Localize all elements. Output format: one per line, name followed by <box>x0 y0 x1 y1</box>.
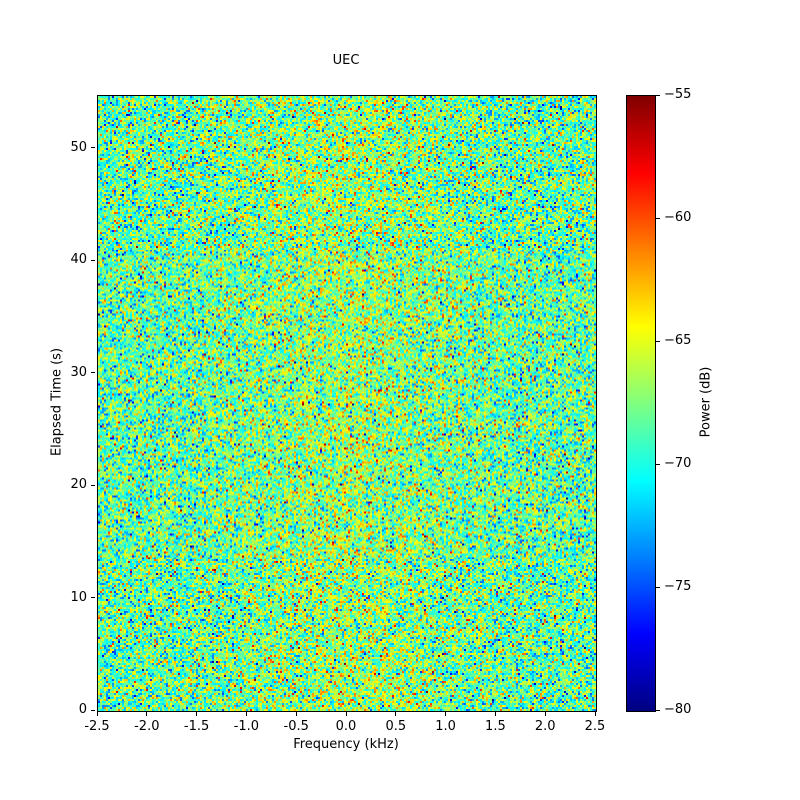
colorbar <box>626 95 656 712</box>
y-axis-label: Elapsed Time (s) <box>50 348 65 456</box>
x-tick-mark <box>246 712 247 716</box>
x-tick-mark <box>395 712 396 716</box>
spectrogram-plot <box>97 95 597 712</box>
x-tick-mark <box>595 712 596 716</box>
x-tick-mark <box>346 712 347 716</box>
colorbar-tick-mark <box>656 587 660 588</box>
x-tick-label: 2.0 <box>535 719 556 734</box>
x-tick-label: 2.5 <box>585 719 606 734</box>
x-axis-label: Frequency (kHz) <box>97 737 595 752</box>
x-tick-mark <box>97 712 98 716</box>
colorbar-tick-label: −55 <box>664 87 691 102</box>
x-tick-label: 1.5 <box>485 719 506 734</box>
colorbar-tick-mark <box>656 464 660 465</box>
colorbar-tick-label: −75 <box>664 579 691 594</box>
x-tick-label: -0.5 <box>284 719 309 734</box>
x-tick-label: 0.5 <box>385 719 406 734</box>
y-tick-mark <box>91 485 95 486</box>
colorbar-tick-mark <box>656 341 660 342</box>
colorbar-tick-label: −60 <box>664 210 691 225</box>
y-tick-mark <box>91 260 95 261</box>
colorbar-label: Power (dB) <box>699 367 714 438</box>
colorbar-tick-mark <box>656 710 660 711</box>
y-tick-mark <box>91 710 95 711</box>
y-tick-label: 20 <box>47 477 87 492</box>
y-tick-mark <box>91 597 95 598</box>
x-tick-mark <box>445 712 446 716</box>
chart-title: UEC <box>97 51 595 70</box>
x-tick-label: -1.5 <box>184 719 209 734</box>
y-tick-label: 0 <box>47 702 87 717</box>
x-tick-mark <box>196 712 197 716</box>
x-tick-label: -1.0 <box>234 719 259 734</box>
spectrogram-canvas <box>98 96 596 711</box>
x-tick-label: -2.5 <box>84 719 109 734</box>
spectrogram-figure: UEC Center freq. (MHz) : 108.900000 Star… <box>0 0 800 800</box>
x-tick-mark <box>545 712 546 716</box>
x-tick-mark <box>146 712 147 716</box>
y-tick-mark <box>91 372 95 373</box>
colorbar-tick-label: −80 <box>664 702 691 717</box>
y-tick-mark <box>91 147 95 148</box>
colorbar-tick-mark <box>656 95 660 96</box>
x-tick-label: -2.0 <box>134 719 159 734</box>
x-tick-label: 0.0 <box>336 719 357 734</box>
colorbar-tick-label: −65 <box>664 333 691 348</box>
x-tick-mark <box>495 712 496 716</box>
y-tick-label: 50 <box>47 140 87 155</box>
y-tick-label: 40 <box>47 252 87 267</box>
y-tick-label: 10 <box>47 590 87 605</box>
colorbar-tick-label: −70 <box>664 456 691 471</box>
x-tick-mark <box>296 712 297 716</box>
colorbar-tick-mark <box>656 218 660 219</box>
x-tick-label: 1.0 <box>435 719 456 734</box>
